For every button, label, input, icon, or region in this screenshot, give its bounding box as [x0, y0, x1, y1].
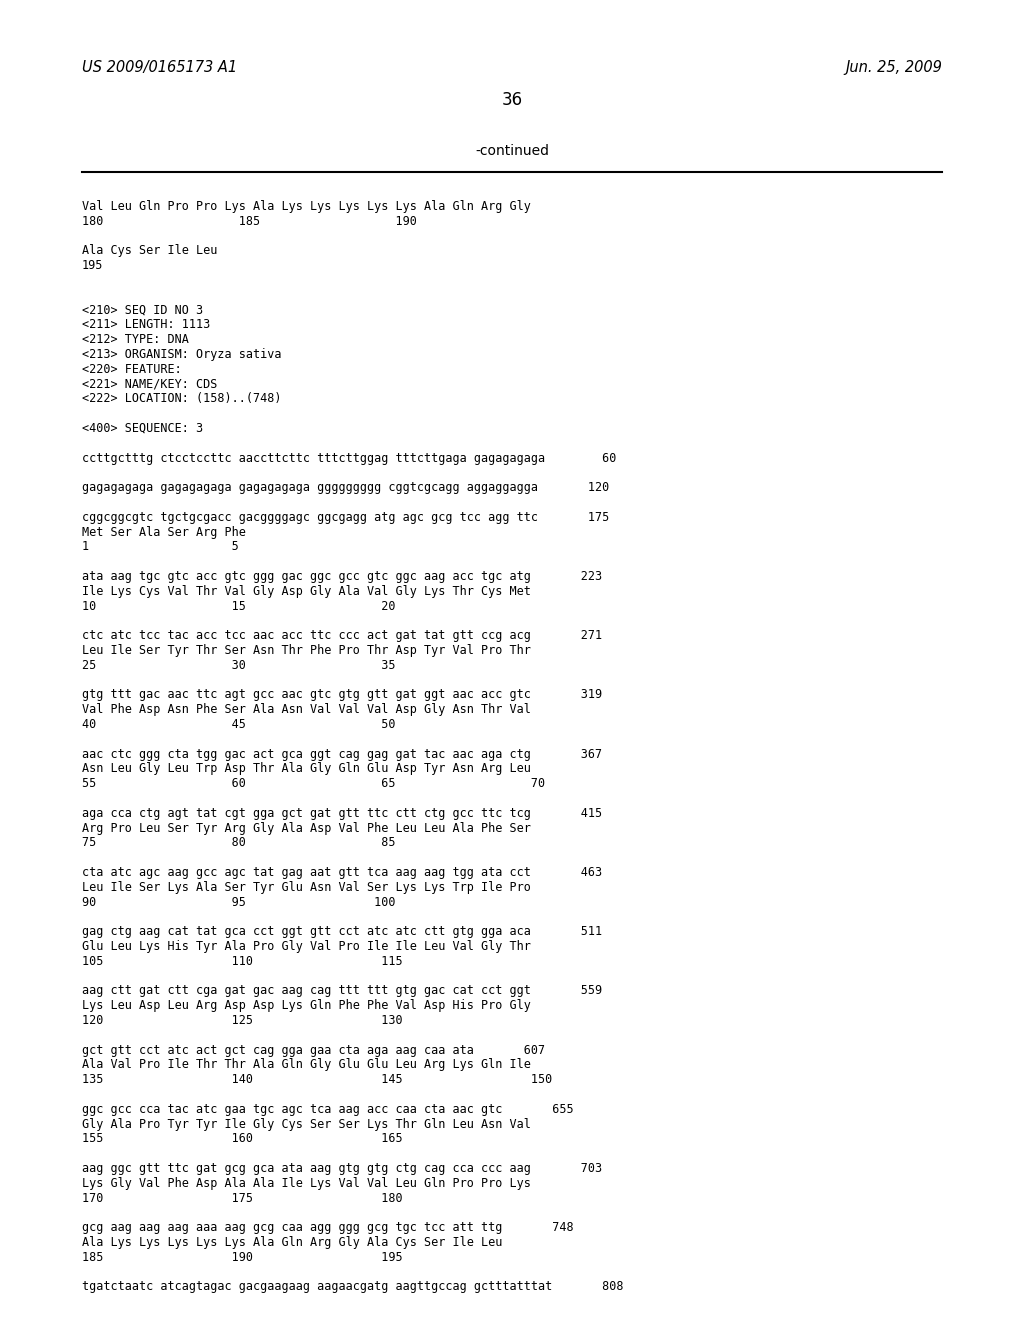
Text: Jun. 25, 2009: Jun. 25, 2009: [845, 59, 942, 75]
Text: aga cca ctg agt tat cgt gga gct gat gtt ttc ctt ctg gcc ttc tcg       415: aga cca ctg agt tat cgt gga gct gat gtt …: [82, 807, 602, 820]
Text: Val Phe Asp Asn Phe Ser Ala Asn Val Val Val Asp Gly Asn Thr Val: Val Phe Asp Asn Phe Ser Ala Asn Val Val …: [82, 704, 530, 717]
Text: <211> LENGTH: 1113: <211> LENGTH: 1113: [82, 318, 210, 331]
Text: 185                  190                  195: 185 190 195: [82, 1251, 402, 1263]
Text: 75                   80                   85: 75 80 85: [82, 837, 395, 849]
Text: gagagagaga gagagagaga gagagagaga ggggggggg cggtcgcagg aggaggagga       120: gagagagaga gagagagaga gagagagaga ggggggg…: [82, 482, 609, 494]
Text: ccttgctttg ctcctccttc aaccttcttc tttcttggag tttcttgaga gagagagaga        60: ccttgctttg ctcctccttc aaccttcttc tttcttg…: [82, 451, 616, 465]
Text: Glu Leu Lys His Tyr Ala Pro Gly Val Pro Ile Ile Leu Val Gly Thr: Glu Leu Lys His Tyr Ala Pro Gly Val Pro …: [82, 940, 530, 953]
Text: cta atc agc aag gcc agc tat gag aat gtt tca aag aag tgg ata cct       463: cta atc agc aag gcc agc tat gag aat gtt …: [82, 866, 602, 879]
Text: <222> LOCATION: (158)..(748): <222> LOCATION: (158)..(748): [82, 392, 282, 405]
Text: 25                   30                   35: 25 30 35: [82, 659, 395, 672]
Text: Gly Ala Pro Tyr Tyr Ile Gly Cys Ser Ser Lys Thr Gln Leu Asn Val: Gly Ala Pro Tyr Tyr Ile Gly Cys Ser Ser …: [82, 1118, 530, 1131]
Text: Lys Leu Asp Leu Arg Asp Asp Lys Gln Phe Phe Val Asp His Pro Gly: Lys Leu Asp Leu Arg Asp Asp Lys Gln Phe …: [82, 999, 530, 1012]
Text: ata aag tgc gtc acc gtc ggg gac ggc gcc gtc ggc aag acc tgc atg       223: ata aag tgc gtc acc gtc ggg gac ggc gcc …: [82, 570, 602, 583]
Text: Lys Gly Val Phe Asp Ala Ala Ile Lys Val Val Leu Gln Pro Pro Lys: Lys Gly Val Phe Asp Ala Ala Ile Lys Val …: [82, 1177, 530, 1189]
Text: gct gtt cct atc act gct cag gga gaa cta aga aag caa ata       607: gct gtt cct atc act gct cag gga gaa cta …: [82, 1044, 545, 1056]
Text: US 2009/0165173 A1: US 2009/0165173 A1: [82, 59, 238, 75]
Text: tgatctaatc atcagtagac gacgaagaag aagaacgatg aagttgccag gctttatttat       808: tgatctaatc atcagtagac gacgaagaag aagaacg…: [82, 1280, 624, 1294]
Text: 36: 36: [502, 91, 522, 110]
Text: 170                  175                  180: 170 175 180: [82, 1192, 402, 1205]
Text: gag ctg aag cat tat gca cct ggt gtt cct atc atc ctt gtg gga aca       511: gag ctg aag cat tat gca cct ggt gtt cct …: [82, 925, 602, 939]
Text: Ala Cys Ser Ile Leu: Ala Cys Ser Ile Leu: [82, 244, 217, 257]
Text: <213> ORGANISM: Oryza sativa: <213> ORGANISM: Oryza sativa: [82, 348, 282, 360]
Text: 105                  110                  115: 105 110 115: [82, 954, 402, 968]
Text: <221> NAME/KEY: CDS: <221> NAME/KEY: CDS: [82, 378, 217, 391]
Text: aag ctt gat ctt cga gat gac aag cag ttt ttt gtg gac cat cct ggt       559: aag ctt gat ctt cga gat gac aag cag ttt …: [82, 985, 602, 998]
Text: <212> TYPE: DNA: <212> TYPE: DNA: [82, 333, 188, 346]
Text: Leu Ile Ser Lys Ala Ser Tyr Glu Asn Val Ser Lys Lys Trp Ile Pro: Leu Ile Ser Lys Ala Ser Tyr Glu Asn Val …: [82, 880, 530, 894]
Text: 40                   45                   50: 40 45 50: [82, 718, 395, 731]
Text: aag ggc gtt ttc gat gcg gca ata aag gtg gtg ctg cag cca ccc aag       703: aag ggc gtt ttc gat gcg gca ata aag gtg …: [82, 1162, 602, 1175]
Text: 120                  125                  130: 120 125 130: [82, 1014, 402, 1027]
Text: 10                   15                   20: 10 15 20: [82, 599, 395, 612]
Text: Ala Lys Lys Lys Lys Lys Ala Gln Arg Gly Ala Cys Ser Ile Leu: Ala Lys Lys Lys Lys Lys Ala Gln Arg Gly …: [82, 1236, 503, 1249]
Text: ggc gcc cca tac atc gaa tgc agc tca aag acc caa cta aac gtc       655: ggc gcc cca tac atc gaa tgc agc tca aag …: [82, 1102, 573, 1115]
Text: Ile Lys Cys Val Thr Val Gly Asp Gly Ala Val Gly Lys Thr Cys Met: Ile Lys Cys Val Thr Val Gly Asp Gly Ala …: [82, 585, 530, 598]
Text: ctc atc tcc tac acc tcc aac acc ttc ccc act gat tat gtt ccg acg       271: ctc atc tcc tac acc tcc aac acc ttc ccc …: [82, 630, 602, 643]
Text: Leu Ile Ser Tyr Thr Ser Asn Thr Phe Pro Thr Asp Tyr Val Pro Thr: Leu Ile Ser Tyr Thr Ser Asn Thr Phe Pro …: [82, 644, 530, 657]
Text: Ala Val Pro Ile Thr Thr Ala Gln Gly Glu Glu Leu Arg Lys Gln Ile: Ala Val Pro Ile Thr Thr Ala Gln Gly Glu …: [82, 1059, 530, 1072]
Text: 135                  140                  145                  150: 135 140 145 150: [82, 1073, 552, 1086]
Text: 155                  160                  165: 155 160 165: [82, 1133, 402, 1146]
Text: aac ctc ggg cta tgg gac act gca ggt cag gag gat tac aac aga ctg       367: aac ctc ggg cta tgg gac act gca ggt cag …: [82, 747, 602, 760]
Text: -continued: -continued: [475, 144, 549, 158]
Text: Asn Leu Gly Leu Trp Asp Thr Ala Gly Gln Glu Asp Tyr Asn Arg Leu: Asn Leu Gly Leu Trp Asp Thr Ala Gly Gln …: [82, 763, 530, 775]
Text: gcg aag aag aag aaa aag gcg caa agg ggg gcg tgc tcc att ttg       748: gcg aag aag aag aaa aag gcg caa agg ggg …: [82, 1221, 573, 1234]
Text: <220> FEATURE:: <220> FEATURE:: [82, 363, 181, 376]
Text: 55                   60                   65                   70: 55 60 65 70: [82, 777, 545, 791]
Text: Arg Pro Leu Ser Tyr Arg Gly Ala Asp Val Phe Leu Leu Ala Phe Ser: Arg Pro Leu Ser Tyr Arg Gly Ala Asp Val …: [82, 821, 530, 834]
Text: Met Ser Ala Ser Arg Phe: Met Ser Ala Ser Arg Phe: [82, 525, 246, 539]
Text: gtg ttt gac aac ttc agt gcc aac gtc gtg gtt gat ggt aac acc gtc       319: gtg ttt gac aac ttc agt gcc aac gtc gtg …: [82, 689, 602, 701]
Text: 180                   185                   190: 180 185 190: [82, 215, 417, 228]
Text: 1                    5: 1 5: [82, 540, 239, 553]
Text: Val Leu Gln Pro Pro Lys Ala Lys Lys Lys Lys Lys Ala Gln Arg Gly: Val Leu Gln Pro Pro Lys Ala Lys Lys Lys …: [82, 201, 530, 213]
Text: cggcggcgtc tgctgcgacc gacggggagc ggcgagg atg agc gcg tcc agg ttc       175: cggcggcgtc tgctgcgacc gacggggagc ggcgagg…: [82, 511, 609, 524]
Text: 90                   95                  100: 90 95 100: [82, 895, 395, 908]
Text: 195: 195: [82, 259, 103, 272]
Text: <400> SEQUENCE: 3: <400> SEQUENCE: 3: [82, 422, 203, 436]
Text: <210> SEQ ID NO 3: <210> SEQ ID NO 3: [82, 304, 203, 317]
